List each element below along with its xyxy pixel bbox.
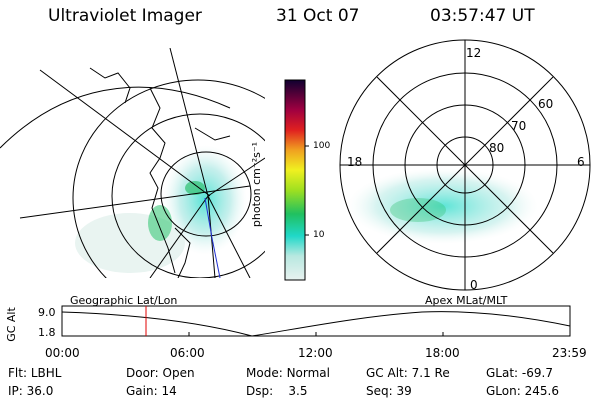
- info-gc-alt: GC Alt: 7.1 Re: [366, 366, 450, 380]
- altitude-axis-label: GC Alt: [4, 307, 18, 342]
- colorbar-tick-10: 10: [313, 230, 325, 240]
- footprint-trace: [204, 197, 221, 278]
- instrument-title: Ultraviolet Imager: [48, 6, 202, 26]
- time-tick-0000: 00:00: [45, 346, 80, 360]
- left-panel-caption: Geographic Lat/Lon: [70, 294, 178, 307]
- altitude-plot: [61, 305, 571, 337]
- mlt-label-6: 6: [577, 155, 585, 169]
- coastline: [149, 87, 176, 274]
- info-dsp: Dsp: 3.5: [246, 384, 308, 398]
- info-glon: GLon: 245.6: [486, 384, 559, 398]
- lat-ring-mid: [111, 113, 265, 278]
- info-gain: Gain: 14: [126, 384, 177, 398]
- info-door: Door: Open: [126, 366, 195, 380]
- colorbar-unit-label: photon cm⁻²s⁻¹: [250, 141, 264, 228]
- colorbar: [284, 79, 309, 281]
- time-tick-1800: 18:00: [425, 346, 460, 360]
- mlat-label-70: 70: [511, 119, 527, 133]
- mlt-label-12: 12: [466, 46, 482, 60]
- mlat-label-60: 60: [538, 97, 554, 111]
- mlt-label-18: 18: [347, 155, 363, 169]
- info-mode: Mode: Normal: [246, 366, 330, 380]
- geographic-map: [0, 48, 265, 278]
- info-flt: Flt: LBHL: [8, 366, 62, 380]
- mlat-label-80: 80: [489, 141, 505, 155]
- altitude-tick-min: 1.8: [38, 326, 56, 339]
- right-panel-caption: Apex MLat/MLT: [425, 294, 508, 307]
- info-glat: GLat: -69.7: [486, 366, 553, 380]
- lat-ring-outer: [72, 79, 265, 278]
- altitude-tick-max: 9.0: [38, 306, 56, 319]
- info-ip: IP: 36.0: [8, 384, 54, 398]
- altitude-curve: [61, 311, 571, 337]
- time-tick-0600: 06:00: [170, 346, 205, 360]
- lat-ring-inner: [160, 151, 252, 237]
- time-tick-1200: 12:00: [298, 346, 333, 360]
- image-date: 31 Oct 07: [276, 6, 360, 26]
- colorbar-tick-100: 100: [313, 141, 331, 151]
- image-time: 03:57:47 UT: [430, 6, 535, 26]
- polar-plot: [339, 39, 591, 291]
- info-seq: Seq: 39: [366, 384, 412, 398]
- time-tick-2359: 23:59: [552, 346, 587, 360]
- mlt-label-0: 0: [470, 278, 478, 292]
